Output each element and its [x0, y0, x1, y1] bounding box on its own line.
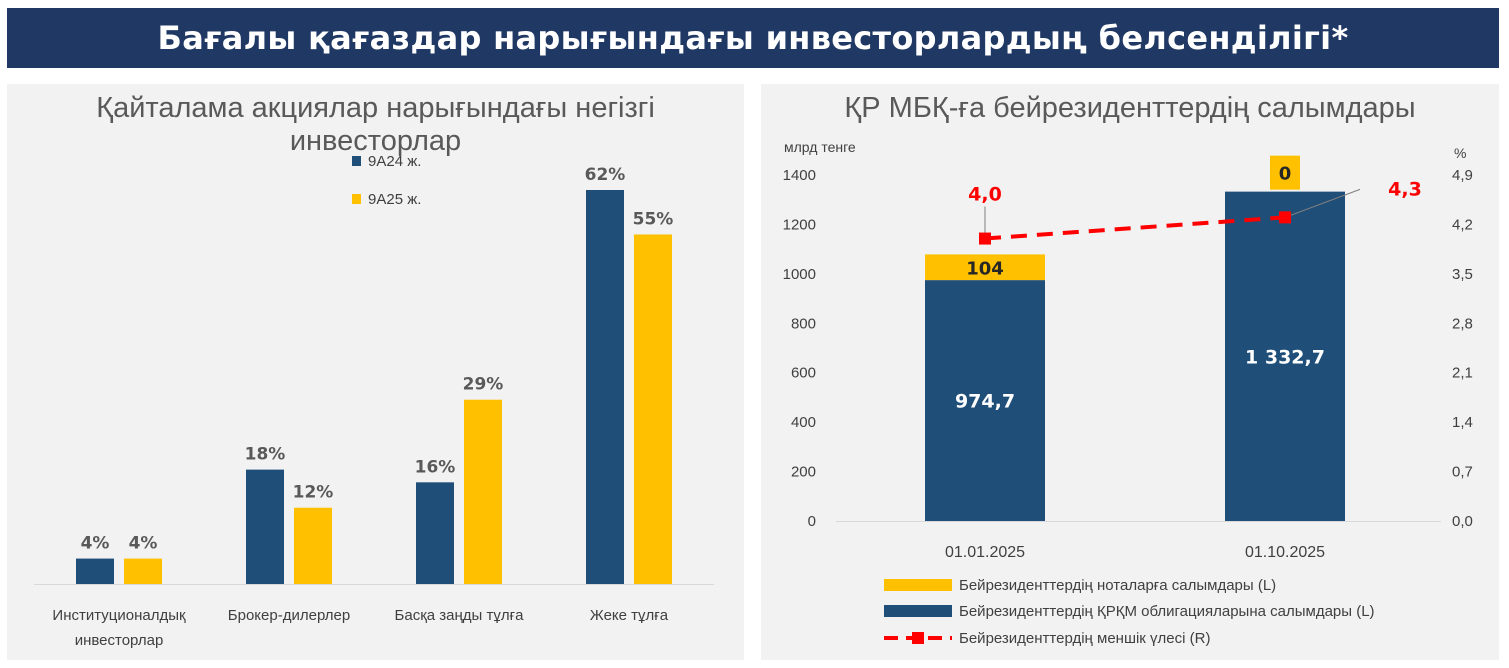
- chart-panel-nonresidents: ҚР МБҚ-ға бейрезиденттердің салымдары мл…: [761, 84, 1499, 660]
- share-marker-1: [1279, 211, 1291, 224]
- bar-label-bonds-1: 1 332,7: [1245, 346, 1325, 368]
- bar-label-0-3: 62%: [585, 165, 626, 185]
- category-label-line: инвесторлар: [75, 632, 164, 649]
- bar-0-1: [246, 469, 284, 584]
- bar-label-1-0: 4%: [129, 534, 158, 554]
- legend-swatch-bonds: [884, 605, 952, 617]
- bar-label-0-2: 16%: [415, 457, 456, 477]
- y-tick-left-3: 600: [791, 365, 816, 382]
- bar-notes-0: [925, 254, 1045, 281]
- share-leader-1: [1284, 188, 1361, 218]
- category-label-1: 01.10.2025: [1245, 544, 1325, 561]
- legend-label-0: 9А24 ж.: [368, 153, 421, 170]
- bar-0-2: [416, 482, 454, 584]
- share-label-0: 4,0: [968, 184, 1002, 206]
- bar-label-notes-0: 104: [966, 258, 1004, 279]
- y-tick-left-4: 800: [791, 315, 816, 332]
- legend-marker-share: [912, 632, 924, 644]
- investors-bar-chart: 9А24 ж. 9А25 ж. 4% 4% Институционалдық инвест…: [34, 153, 714, 649]
- y-tick-right-3: 2,1: [1452, 365, 1473, 382]
- chart-title-investors: Қайталама акциялар нарығындағы негізгі и…: [96, 92, 655, 157]
- y-tick-right-2: 1,4: [1452, 414, 1473, 431]
- bar-1-1: [294, 507, 332, 584]
- bar-1-0: [124, 558, 162, 584]
- bar-label-0-1: 18%: [245, 445, 286, 465]
- bar-label-1-1: 12%: [293, 483, 334, 503]
- legend-label-1: 9А25 ж.: [368, 191, 421, 208]
- y-tick-left-0: 0: [808, 513, 816, 530]
- legend-label-share: Бейрезиденттердің меншік үлесі (R): [959, 630, 1210, 647]
- bar-label-notes-bg-1: [1270, 155, 1300, 190]
- legend-swatch-notes: [884, 579, 952, 591]
- y-tick-right-7: 4,9: [1452, 167, 1473, 184]
- bar-1-2: [464, 399, 502, 584]
- bar-0-0: [76, 558, 114, 584]
- chart-title-nonresidents: ҚР МБҚ-ға бейрезиденттердің салымдары: [844, 92, 1416, 124]
- bar-label-1-3: 55%: [633, 209, 674, 229]
- banner: Бағалы қағаздар нарығындағы инвесторлард…: [7, 8, 1499, 68]
- legend-label-notes: Бейрезиденттердің ноталарға салымдары (L…: [959, 577, 1276, 594]
- legend-swatch-0: [352, 156, 361, 166]
- bar-0-3: [586, 190, 624, 584]
- banner-title: Бағалы қағаздар нарығындағы инвесторлард…: [157, 19, 1349, 57]
- category-label-1: Брокер-дилерлер: [228, 607, 350, 624]
- share-marker-0: [979, 232, 991, 245]
- bar-bonds-0: [925, 280, 1045, 521]
- y-tick-left-6: 1200: [783, 216, 816, 233]
- bar-bonds-1: [1225, 191, 1345, 521]
- category-label-2: Басқа заңды тұлға: [395, 607, 525, 624]
- category-label-3: Жеке тұлға: [590, 607, 669, 624]
- bar-label-bonds-0: 974,7: [955, 391, 1015, 413]
- y-axis-title-right: %: [1454, 145, 1466, 161]
- y-tick-left-1: 200: [791, 464, 816, 481]
- y-tick-left-5: 1000: [783, 266, 816, 283]
- legend-label-bonds: Бейрезиденттердің ҚРҚМ облигацияларына с…: [959, 603, 1375, 620]
- y-tick-right-0: 0,0: [1452, 513, 1473, 530]
- category-label-0: 01.01.2025: [945, 544, 1025, 561]
- share-label-1: 4,3: [1388, 178, 1422, 200]
- bar-label-0-0: 4%: [81, 534, 110, 554]
- y-tick-right-6: 4,2: [1452, 216, 1473, 233]
- category-label-0: Институционалдық инвесторлар: [52, 607, 186, 649]
- category-label-line: Институционалдық: [52, 607, 186, 624]
- y-tick-right-4: 2,8: [1452, 315, 1473, 332]
- legend-swatch-1: [352, 194, 361, 204]
- bar-label-notes-1: 0: [1279, 164, 1292, 185]
- y-tick-right-1: 0,7: [1452, 464, 1473, 481]
- y-tick-left-2: 400: [791, 414, 816, 431]
- chart-panel-investors: Қайталама акциялар нарығындағы негізгі и…: [7, 84, 744, 660]
- y-axis-title-left: млрд тенге: [784, 139, 856, 155]
- y-tick-left-7: 1400: [783, 167, 816, 184]
- nonresidents-combo-chart: млрд тенге % 0 200 400 600 800 1000 1200 1400 0,0 0…: [783, 139, 1473, 647]
- bar-label-1-2: 29%: [463, 375, 504, 395]
- bar-1-3: [634, 234, 672, 584]
- y-tick-right-5: 3,5: [1452, 266, 1473, 283]
